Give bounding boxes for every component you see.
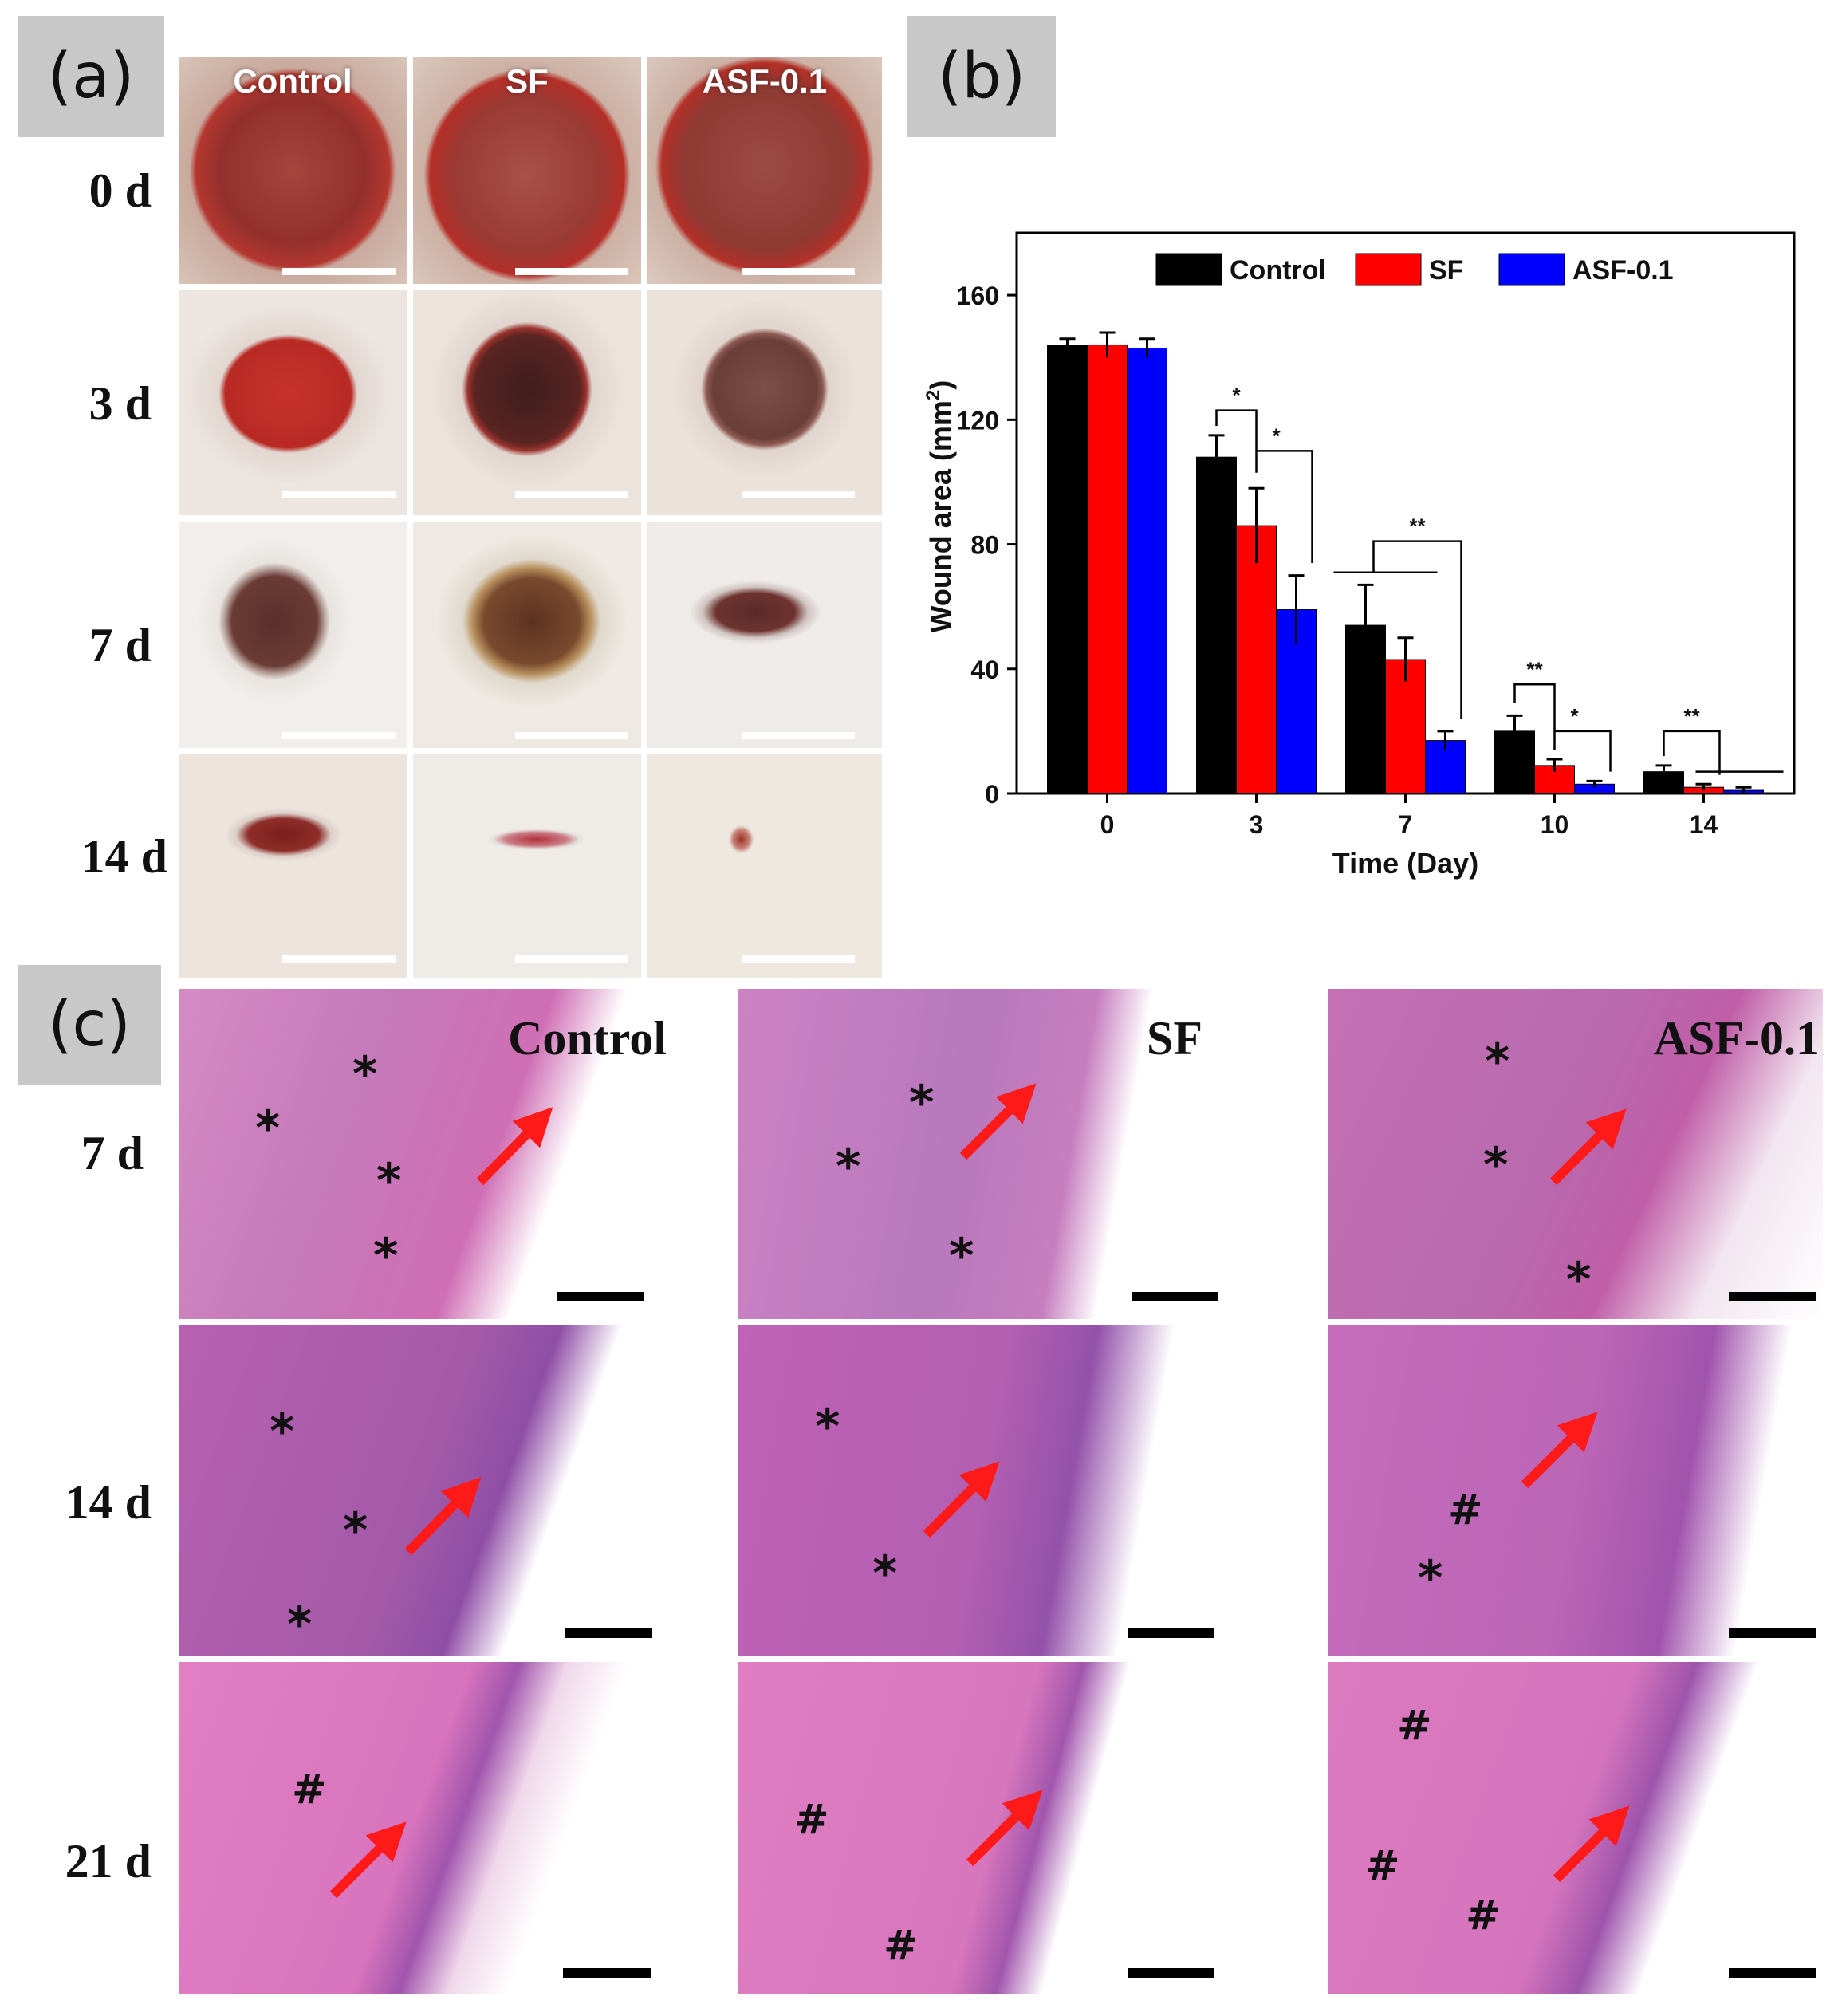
scale-bar	[742, 268, 855, 275]
red-arrow-icon	[959, 1083, 1037, 1160]
x-tick-label: 14	[1690, 810, 1718, 839]
photo-sf-7d	[413, 522, 641, 748]
bar-sf	[1236, 525, 1277, 794]
panel-c-label: (c)	[18, 965, 161, 1085]
legend-swatch	[1498, 253, 1565, 286]
photo-asf-7d	[647, 522, 882, 748]
red-arrow-icon	[923, 1461, 1000, 1538]
panel-c-row-label-14d: 14 d	[65, 1476, 152, 1529]
column-title-sf: SF	[506, 62, 549, 100]
significance-bracket	[1513, 683, 1556, 750]
y-tick-label: 120	[957, 406, 999, 435]
y-tick-label: 0	[985, 780, 999, 809]
significance-star: *	[1570, 704, 1579, 728]
red-arrow-icon	[404, 1477, 482, 1556]
photo-control-3d	[179, 290, 407, 515]
y-tick-label: 80	[970, 531, 999, 560]
scale-bar	[515, 268, 628, 275]
significance-bracket	[1215, 409, 1258, 473]
photo-asf-0d: ASF-0.1	[647, 57, 882, 284]
x-axis-label: Time (Day)	[1332, 847, 1478, 880]
significance-bracket	[1372, 540, 1462, 719]
significance-star: *	[1232, 384, 1241, 408]
bar-control	[1345, 624, 1386, 794]
panel-a-row-label-14d: 14 d	[81, 830, 167, 883]
panel-c-row-label-7d: 7 d	[81, 1127, 144, 1179]
panel-a-photo-grid: Control SF ASF-0.1	[179, 57, 882, 978]
scale-bar	[282, 491, 396, 498]
significance-bracket	[1663, 730, 1721, 775]
scale-bar	[742, 955, 855, 963]
photo-asf-3d	[647, 290, 882, 515]
panel-c-row-label-21d: 21 d	[65, 1835, 152, 1888]
bar-control	[1047, 345, 1088, 794]
bar-control	[1196, 456, 1237, 794]
legend-swatch	[1355, 253, 1422, 286]
significance-star: **	[1409, 514, 1426, 538]
panel-a-row-label-3d: 3 d	[89, 377, 152, 430]
red-arrow-icon	[1549, 1108, 1627, 1186]
wound-area-bar-chart: 0 40 80 120 160 Wound area (mm2) 0 3 7 10 14 Time (…	[923, 231, 1796, 880]
photo-control-0d: Control	[179, 57, 407, 284]
scale-bar	[515, 491, 628, 498]
legend-swatch	[1155, 253, 1222, 286]
scale-bar	[742, 491, 855, 498]
scale-bar	[515, 955, 628, 963]
panel-b-label: (b)	[907, 16, 1056, 137]
panel-a-row-label-7d: 7 d	[89, 619, 152, 671]
photo-sf-3d	[413, 290, 641, 515]
column-title-control: Control	[233, 62, 352, 100]
red-arrow-icon	[329, 1821, 407, 1899]
scale-bar	[515, 732, 628, 739]
bar-sf	[1087, 345, 1128, 794]
photo-asf-14d	[647, 754, 882, 978]
photo-control-14d	[179, 754, 407, 978]
red-arrow-icon	[1521, 1412, 1598, 1489]
legend-label: SF	[1429, 255, 1463, 285]
scale-bar	[282, 732, 396, 739]
x-tick-label: 0	[1100, 810, 1115, 839]
significance-bracket	[1554, 730, 1612, 772]
panel-a-label: (a)	[18, 16, 164, 137]
photo-control-7d	[179, 522, 407, 748]
photo-sf-0d: SF	[413, 57, 641, 284]
y-tick-label: 160	[957, 282, 999, 310]
panel-a-row-label-0d: 0 d	[89, 164, 152, 217]
significance-bracket	[1256, 450, 1313, 563]
legend-label: ASF-0.1	[1572, 255, 1674, 285]
scale-bar	[742, 732, 855, 739]
legend-label: Control	[1230, 255, 1326, 285]
x-tick-label: 7	[1399, 810, 1413, 839]
red-arrow-icon	[1553, 1805, 1630, 1883]
x-tick-label: 3	[1250, 810, 1264, 839]
photo-sf-14d	[413, 754, 641, 978]
significance-star: **	[1526, 657, 1543, 681]
red-arrow-icon	[966, 1790, 1043, 1867]
bar-asf-0.1	[1127, 348, 1167, 794]
y-axis-label: Wound area (mm2)	[923, 380, 957, 633]
significance-star: *	[1272, 423, 1281, 447]
column-title-asf: ASF-0.1	[702, 62, 828, 100]
x-tick-label: 10	[1541, 810, 1569, 839]
y-tick-label: 40	[970, 656, 999, 684]
scale-bar	[282, 268, 396, 275]
red-arrow-icon	[476, 1107, 553, 1186]
scale-bar	[282, 955, 396, 963]
significance-star: **	[1683, 704, 1700, 728]
